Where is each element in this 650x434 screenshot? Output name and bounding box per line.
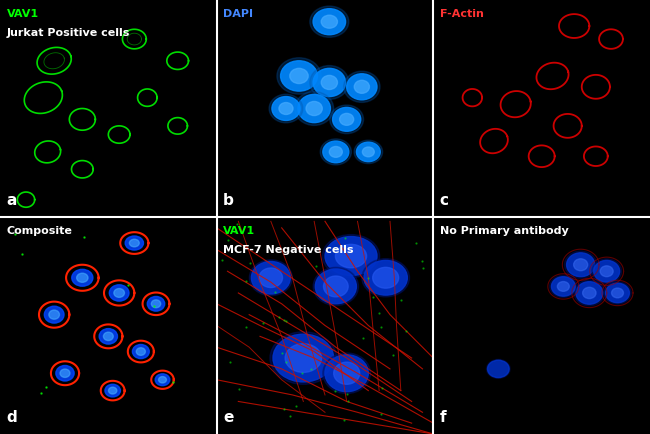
Ellipse shape [285, 344, 322, 372]
Ellipse shape [290, 68, 308, 84]
Ellipse shape [330, 105, 363, 134]
Ellipse shape [72, 269, 93, 286]
Ellipse shape [114, 289, 125, 297]
Ellipse shape [551, 277, 575, 296]
Text: c: c [440, 193, 449, 208]
Ellipse shape [294, 92, 333, 125]
Ellipse shape [592, 259, 621, 284]
Ellipse shape [323, 141, 349, 163]
Ellipse shape [576, 282, 603, 304]
Ellipse shape [333, 362, 359, 385]
Ellipse shape [306, 102, 322, 115]
Ellipse shape [313, 267, 359, 306]
Ellipse shape [270, 332, 337, 385]
Ellipse shape [604, 282, 631, 304]
Ellipse shape [49, 310, 60, 319]
Ellipse shape [109, 285, 129, 301]
Ellipse shape [321, 76, 337, 89]
Ellipse shape [313, 9, 346, 35]
Ellipse shape [335, 244, 367, 268]
Ellipse shape [321, 15, 337, 28]
Ellipse shape [322, 234, 380, 278]
Text: d: d [6, 410, 18, 425]
Ellipse shape [269, 94, 303, 123]
Ellipse shape [339, 113, 354, 125]
Ellipse shape [600, 266, 613, 277]
Ellipse shape [279, 102, 293, 115]
Text: f: f [440, 410, 447, 425]
Ellipse shape [310, 66, 349, 99]
Ellipse shape [272, 97, 300, 120]
Ellipse shape [281, 61, 317, 91]
Ellipse shape [582, 287, 596, 299]
Text: DAPI: DAPI [223, 9, 253, 19]
Ellipse shape [486, 359, 510, 378]
Ellipse shape [488, 360, 509, 378]
Ellipse shape [324, 276, 348, 297]
Ellipse shape [133, 345, 150, 358]
Ellipse shape [277, 58, 321, 94]
Text: MCF-7 Negative cells: MCF-7 Negative cells [223, 245, 354, 255]
Text: VAV1: VAV1 [223, 226, 255, 236]
Ellipse shape [325, 237, 377, 276]
Ellipse shape [323, 353, 370, 394]
Ellipse shape [320, 139, 352, 165]
Ellipse shape [354, 80, 369, 93]
Ellipse shape [362, 259, 410, 297]
Ellipse shape [573, 259, 588, 271]
Text: VAV1: VAV1 [6, 9, 38, 19]
Ellipse shape [109, 387, 117, 394]
Ellipse shape [346, 74, 377, 100]
Ellipse shape [77, 273, 88, 283]
Ellipse shape [310, 6, 349, 37]
Ellipse shape [60, 369, 70, 378]
Ellipse shape [56, 365, 74, 381]
Ellipse shape [325, 355, 369, 391]
Text: a: a [6, 193, 17, 208]
Ellipse shape [129, 239, 139, 247]
Text: b: b [223, 193, 234, 208]
Ellipse shape [159, 377, 166, 383]
Text: No Primary antibody: No Primary antibody [440, 226, 569, 236]
Ellipse shape [99, 329, 118, 344]
Ellipse shape [125, 236, 144, 250]
Ellipse shape [564, 251, 597, 279]
Ellipse shape [313, 69, 346, 97]
Ellipse shape [330, 146, 343, 157]
Ellipse shape [354, 140, 383, 164]
Ellipse shape [136, 348, 146, 355]
Ellipse shape [44, 306, 64, 323]
Ellipse shape [557, 282, 569, 291]
Ellipse shape [606, 283, 629, 303]
Ellipse shape [298, 94, 330, 123]
Text: F-Actin: F-Actin [440, 9, 484, 19]
Ellipse shape [574, 280, 605, 306]
Text: Composite: Composite [6, 226, 72, 236]
Ellipse shape [364, 260, 408, 295]
Ellipse shape [259, 268, 283, 288]
Ellipse shape [356, 142, 380, 161]
Ellipse shape [252, 261, 291, 294]
Ellipse shape [148, 296, 164, 311]
Ellipse shape [250, 260, 292, 296]
Ellipse shape [151, 300, 161, 308]
Ellipse shape [612, 288, 623, 298]
Ellipse shape [344, 71, 380, 102]
Text: Jurkat Positive cells: Jurkat Positive cells [6, 28, 130, 38]
Ellipse shape [155, 374, 170, 386]
Text: e: e [223, 410, 233, 425]
Ellipse shape [315, 269, 356, 304]
Ellipse shape [103, 332, 113, 341]
Ellipse shape [567, 253, 595, 277]
Ellipse shape [593, 260, 619, 282]
Ellipse shape [105, 384, 120, 397]
Ellipse shape [550, 275, 577, 298]
Ellipse shape [363, 147, 374, 157]
Ellipse shape [273, 334, 333, 382]
Ellipse shape [333, 108, 361, 132]
Ellipse shape [372, 267, 398, 288]
